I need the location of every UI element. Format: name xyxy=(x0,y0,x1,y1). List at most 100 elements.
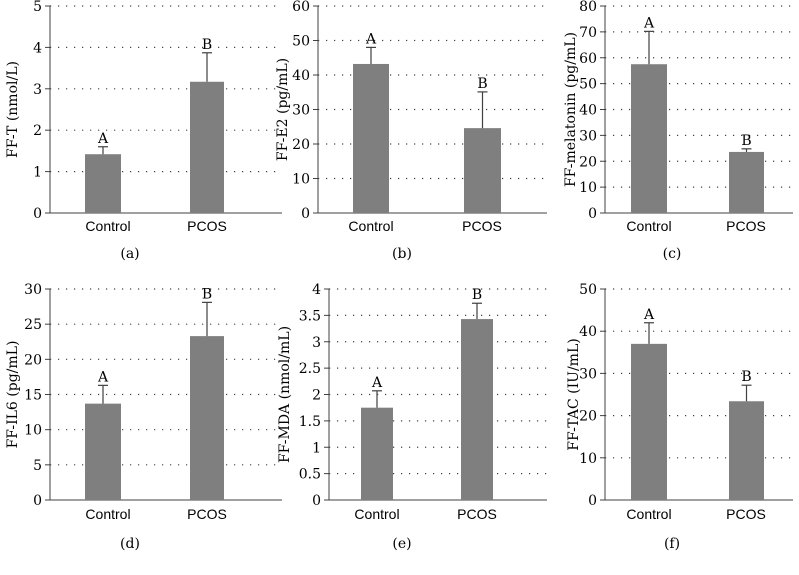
chart-panel-c: 0 10 20 30 40 50 60 70 80 A Control B PCOS FF-melaton… xyxy=(563,0,793,262)
panel-label: (e) xyxy=(392,536,411,552)
y-axis-title: FF-T (nmol/L) xyxy=(5,61,21,158)
significance-label: B xyxy=(202,37,212,53)
y-tick-label: 10 xyxy=(292,172,310,188)
panel-label: (d) xyxy=(120,536,140,552)
y-tick-label: 0 xyxy=(588,493,597,509)
y-tick-label: 60 xyxy=(579,51,597,67)
y-tick-label: 1 xyxy=(312,440,321,456)
significance-label: B xyxy=(472,287,482,303)
bar xyxy=(631,64,667,213)
significance-label: A xyxy=(97,131,109,147)
bar xyxy=(190,81,224,214)
y-tick-label: 10 xyxy=(579,451,597,467)
significance-label: B xyxy=(741,133,751,149)
y-tick-label: 2 xyxy=(33,123,42,139)
x-category-label: PCOS xyxy=(187,506,227,522)
y-tick-label: 0 xyxy=(33,206,42,222)
chart-panel-b: 0 10 20 30 40 50 60 A Control B PCOS FF-E2 (pg/mL) (… xyxy=(275,0,547,262)
significance-label: A xyxy=(97,369,109,385)
y-tick-label: 5 xyxy=(33,458,42,474)
x-category-label: PCOS xyxy=(462,218,502,234)
y-tick-label: 30 xyxy=(24,282,42,298)
chart-panel-a: 0 1 2 3 4 5 A Control B PCOS FF-T (nmol/L) (a) xyxy=(5,0,282,262)
y-tick-label: 20 xyxy=(292,137,310,153)
bar xyxy=(729,401,764,500)
y-tick-label: 3 xyxy=(312,335,321,351)
bar xyxy=(461,319,493,500)
y-tick-label: 4 xyxy=(312,282,321,298)
chart-panel-e: 0 0.5 1 1.5 2 2.5 3 3.5 4 A Control B PCOS FF-MDA (nm… xyxy=(277,282,547,552)
significance-label: A xyxy=(643,307,655,323)
y-tick-label: 1 xyxy=(33,165,42,181)
y-tick-label: 50 xyxy=(579,77,597,93)
y-axis-title: FF-TAC (IU/mL) xyxy=(566,338,582,450)
y-tick-label: 50 xyxy=(579,282,597,298)
significance-label: A xyxy=(365,31,377,47)
y-tick-label: 10 xyxy=(24,423,42,439)
y-tick-label: 0 xyxy=(588,206,597,222)
significance-label: A xyxy=(643,15,655,31)
y-tick-label: 25 xyxy=(24,317,42,333)
y-tick-label: 2 xyxy=(312,388,321,404)
y-axis-title: FF-IL6 (pg/mL) xyxy=(5,341,21,449)
y-tick-label: 30 xyxy=(292,103,310,119)
panel-label: (b) xyxy=(392,246,412,262)
y-tick-label: 40 xyxy=(292,68,310,84)
x-category-label: Control xyxy=(626,506,671,522)
y-tick-label: 3.5 xyxy=(299,308,321,324)
x-category-label: PCOS xyxy=(726,506,766,522)
significance-label: B xyxy=(741,369,751,385)
significance-label: B xyxy=(202,286,212,302)
bar xyxy=(729,151,764,213)
y-tick-label: 0.5 xyxy=(299,467,321,483)
bar xyxy=(190,336,224,500)
bar xyxy=(361,407,393,500)
significance-label: A xyxy=(371,375,383,391)
bar xyxy=(85,403,121,500)
y-axis-title: FF-melatonin (pg/mL) xyxy=(563,32,579,187)
chart-panel-d: 0 5 10 15 20 25 30 A Control B PCOS FF-IL6 (pg/mL) (… xyxy=(5,282,282,552)
x-category-label: PCOS xyxy=(457,506,497,522)
y-tick-label: 0 xyxy=(33,493,42,509)
y-tick-label: 10 xyxy=(579,180,597,196)
x-category-label: Control xyxy=(85,506,130,522)
y-tick-label: 30 xyxy=(579,128,597,144)
y-axis-title: FF-MDA (nmol/mL) xyxy=(277,326,293,463)
y-tick-label: 15 xyxy=(24,388,42,404)
y-tick-label: 20 xyxy=(579,154,597,170)
bar xyxy=(464,128,501,213)
panel-label: (a) xyxy=(120,246,139,262)
x-category-label: PCOS xyxy=(726,218,766,234)
y-tick-label: 1.5 xyxy=(299,414,321,430)
bar xyxy=(353,63,389,214)
y-tick-label: 0 xyxy=(301,206,310,222)
y-tick-label: 20 xyxy=(579,409,597,425)
bar xyxy=(85,154,121,213)
y-tick-label: 2.5 xyxy=(299,361,321,377)
y-tick-label: 5 xyxy=(33,0,42,15)
y-tick-label: 20 xyxy=(24,352,42,368)
panel-label: (c) xyxy=(663,246,682,262)
x-category-label: PCOS xyxy=(187,218,227,234)
y-axis-title: FF-E2 (pg/mL) xyxy=(275,58,291,161)
y-tick-label: 0 xyxy=(312,493,321,509)
y-tick-label: 40 xyxy=(579,103,597,119)
y-tick-label: 80 xyxy=(579,0,597,15)
y-tick-label: 4 xyxy=(33,40,42,56)
significance-label: B xyxy=(477,76,487,92)
panel-label: (f) xyxy=(664,536,680,552)
y-tick-label: 60 xyxy=(292,0,310,15)
x-category-label: Control xyxy=(348,218,393,234)
x-category-label: Control xyxy=(626,218,671,234)
y-tick-label: 50 xyxy=(292,34,310,50)
x-category-label: Control xyxy=(354,506,399,522)
bar xyxy=(631,343,667,500)
chart-panel-f: 0 10 20 30 40 50 A Control B PCOS FF-TAC (IU/mL) (f… xyxy=(566,282,793,552)
y-tick-label: 40 xyxy=(579,324,597,340)
y-tick-label: 3 xyxy=(33,82,42,98)
y-tick-label: 30 xyxy=(579,366,597,382)
x-category-label: Control xyxy=(85,218,130,234)
y-tick-label: 70 xyxy=(579,25,597,41)
